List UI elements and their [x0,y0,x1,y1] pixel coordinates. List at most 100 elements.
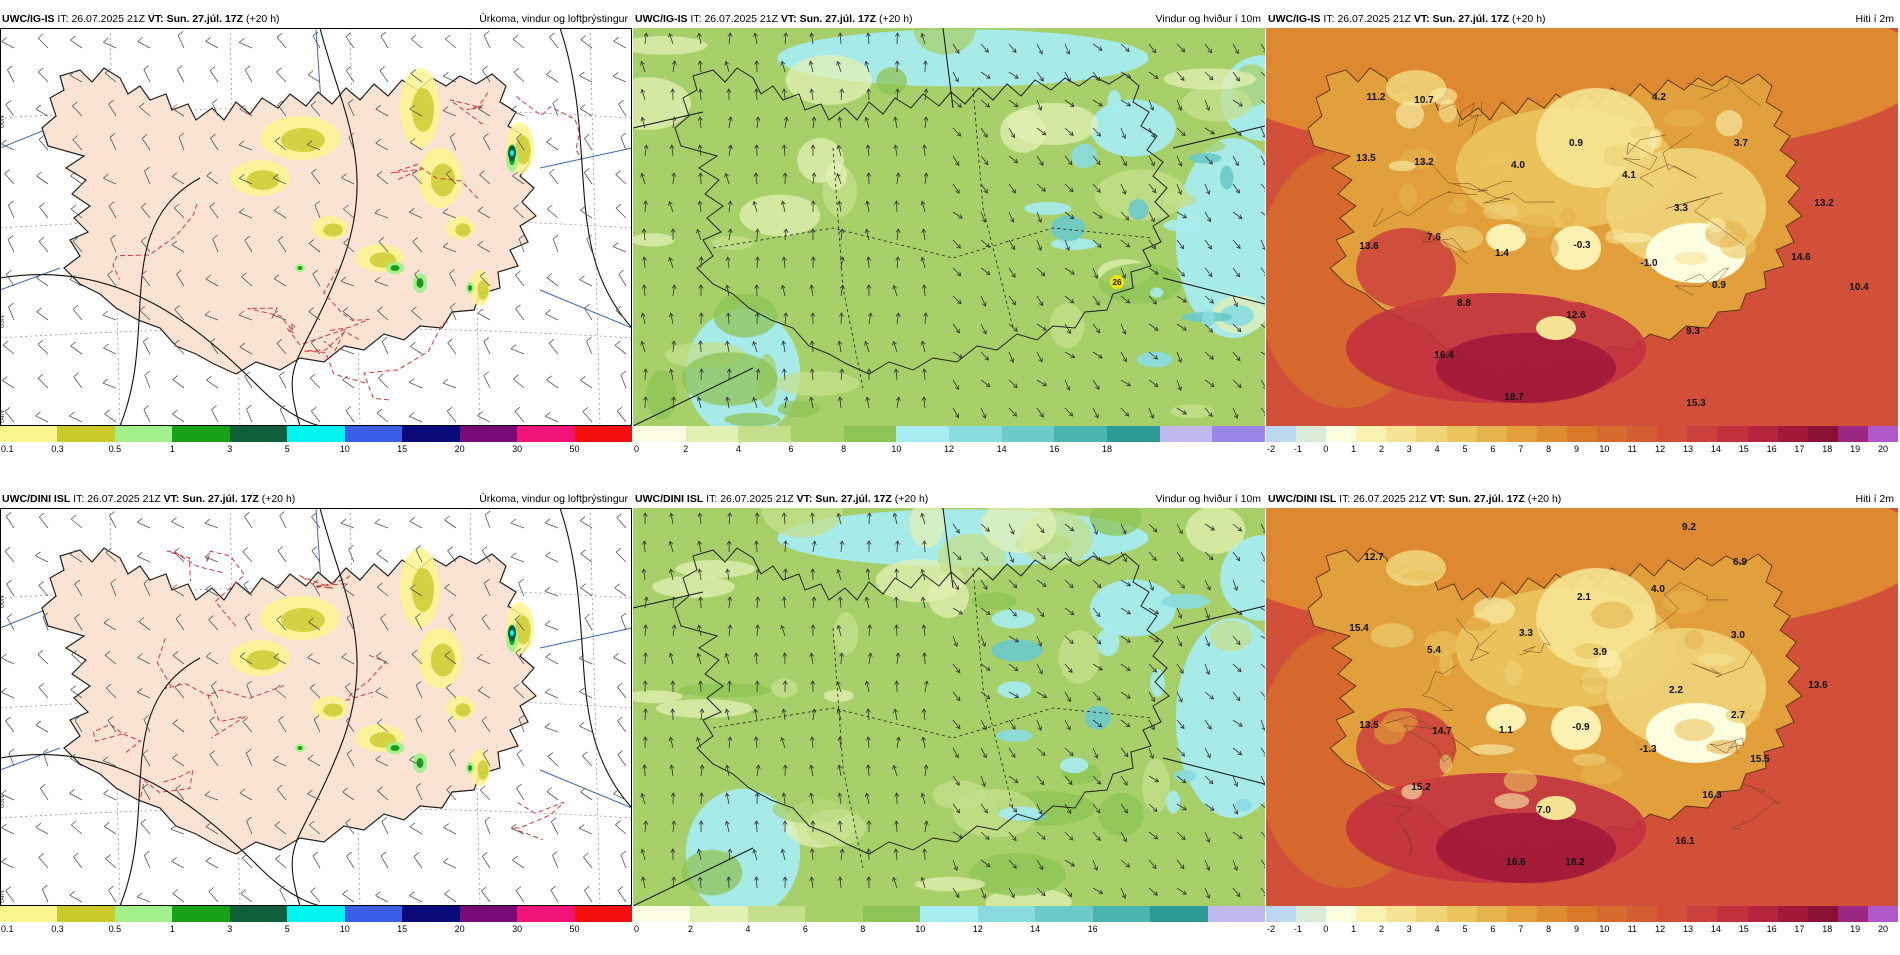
temperature-area [1389,161,1416,172]
it-label: IT: [690,13,701,25]
colorbar-swatch [1748,906,1779,922]
colorbar-swatch [1356,426,1387,442]
wind-speed-area [1188,139,1226,152]
temperature-label: 4.1 [1622,170,1636,181]
colorbar-tick-label: 7 [1518,444,1523,454]
temperature-area [1461,618,1491,631]
colorbar-tick-label: 50 [570,924,580,934]
colorbar-swatch [1386,906,1417,922]
temperature-label: 9.2 [1682,522,1696,533]
colorbar-tick-label: 2 [683,444,688,454]
temperature-label: -1.3 [1639,744,1657,755]
colorbar-tick-label: 30 [512,444,522,454]
precip-area [298,266,303,270]
temperature-area [1505,661,1522,686]
colorbar-tick-label: 3 [227,444,232,454]
wind-speed-area [1210,620,1252,651]
wind-speed-area [824,304,910,321]
colorbar-swatch [1326,906,1357,922]
wind-speed-area [1098,793,1144,836]
lead-time: (+20 h) [262,493,296,505]
precip-area [323,703,343,716]
colorbar-swatch [633,906,691,922]
wind-speed-area [778,400,821,417]
colorbar-tick-label: 1 [1351,444,1356,454]
map-area[interactable]: 26 [633,28,1265,426]
latitude-label: 66N [0,115,6,128]
panel-header: UWC/DINI ISL IT: 26.07.2025 21Z VT: Sun.… [1266,490,1898,508]
temperature-label: 14.6 [1791,252,1811,263]
gust-area [998,807,1042,821]
colorbar-swatch [230,906,288,922]
temperature-label: 16.6 [1506,857,1526,868]
temperature-label: 4.2 [1652,92,1666,103]
panel-wind-igis: UWC/IG-IS IT: 26.07.2025 21Z VT: Sun. 27… [633,10,1265,475]
colorbar-swatch [1107,426,1160,442]
colorbar-tick-label: 5 [1463,924,1468,934]
colorbar-tick-label: 0.3 [51,444,64,454]
lead-time: (+20 h) [1528,493,1562,505]
colorbar-swatch [575,906,633,922]
colorbar-swatch [115,906,173,922]
vt-value: Sun. 27.júl. 17Z [167,13,243,25]
colorbar-swatch [1868,426,1899,442]
temperature-area [1580,763,1622,785]
map-area[interactable] [633,508,1265,906]
colorbar-swatch [1416,906,1447,922]
colorbar-swatch [690,906,748,922]
colorbar-tick-label: 12 [944,444,954,454]
colorbar-swatch [1687,906,1718,922]
wind-speed-area [775,371,859,396]
wind-speed-area [972,592,1017,610]
temperature-area [1477,282,1511,292]
colorbar-tick-label: 2 [1379,924,1384,934]
wind-arrow [897,33,898,44]
temperature-area [1663,109,1704,127]
colorbar-tick-label: 6 [1490,924,1495,934]
it-label: IT: [1323,13,1334,25]
colorbar-swatch [1657,906,1688,922]
colorbar-tick-label: 8 [1546,444,1551,454]
colorbar-swatch [1477,426,1508,442]
gust-area [1024,202,1072,215]
panel-header: UWC/DINI ISL IT: 26.07.2025 21Z VT: Sun.… [0,490,632,508]
precip-area [323,223,343,236]
colorbar-tick-label: 10 [891,444,901,454]
colorbar-tick-label: 17 [1794,924,1804,934]
colorbar-tick-label: 0.1 [1,444,14,454]
gust-area [1163,219,1202,231]
colorbar-swatch [686,426,739,442]
colorbar-swatch [230,426,288,442]
gust-area [1128,199,1148,220]
temperature-label: 12.7 [1364,552,1384,563]
wind-arrow [925,61,926,72]
temperature-area [1663,591,1704,613]
temperature-label: 18.7 [1504,392,1524,403]
temperature-label: 3.9 [1593,647,1607,658]
map-svg [633,508,1265,906]
colorbar-tick-label: 6 [803,924,808,934]
temperature-area [1649,130,1662,149]
colorbar-swatch [1477,906,1508,922]
temperature-area [1684,630,1703,649]
precip-area [510,150,514,156]
colorbar-tick-label: 17 [1794,444,1804,454]
colorbar-tick-label: 1 [170,924,175,934]
map-svg: 26 [633,28,1265,426]
wind-speed-area [731,753,771,784]
precip-area [455,703,470,716]
colorbar-tick-label: 6 [788,444,793,454]
colorbar-tick-label: 2 [688,924,693,934]
colorbar-tick-label: 15 [397,924,407,934]
temperature-area [1674,719,1714,741]
colorbar-tick-label: 0.5 [109,924,122,934]
colorbar-tick-label: 18 [1822,444,1832,454]
model-name: UWC/DINI ISL [2,493,70,505]
